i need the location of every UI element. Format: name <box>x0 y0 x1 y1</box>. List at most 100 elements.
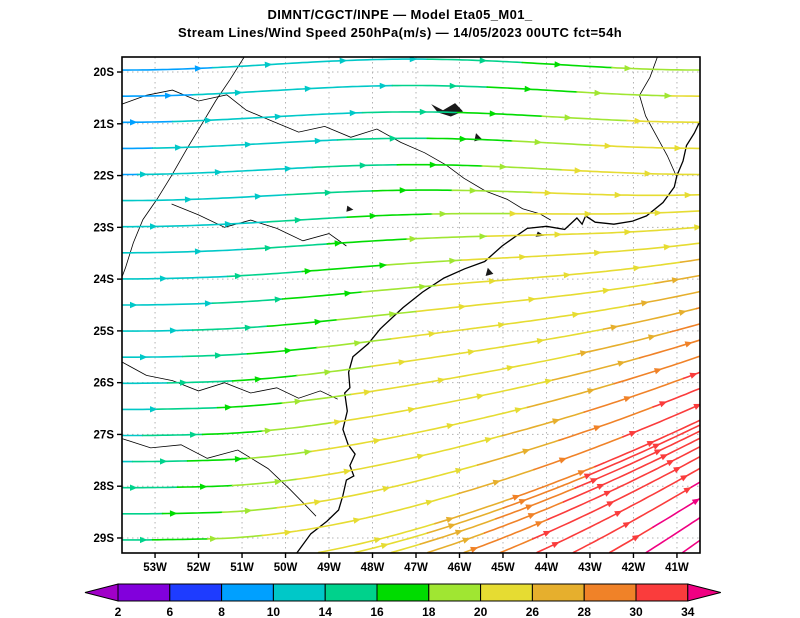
streamline <box>426 58 523 64</box>
lon-tick-label: 51W <box>230 562 254 574</box>
streamline <box>191 325 269 331</box>
lat-tick-label: 20S <box>94 67 115 79</box>
streamline <box>122 275 229 280</box>
streamline-arrowhead <box>459 135 468 143</box>
streamline <box>483 501 565 534</box>
colorbar-segment <box>635 583 689 602</box>
streamline-arrowhead <box>380 542 389 549</box>
streamline <box>586 424 700 477</box>
streamline-arrowhead <box>314 318 323 326</box>
streamline <box>336 137 429 141</box>
streamline-arrowhead <box>678 309 687 316</box>
streamline-arrowhead <box>543 530 552 537</box>
streamline-arrowhead <box>702 256 710 262</box>
streamline <box>336 310 418 321</box>
streamline-arrowhead <box>455 467 464 475</box>
streamline-arrowhead <box>130 301 138 309</box>
streamline <box>211 58 428 69</box>
streamline-arrowhead <box>462 537 471 544</box>
streamline-arrowhead <box>349 109 358 117</box>
streamline-arrowhead <box>419 108 428 116</box>
axis-labels: 20S 21S 22S 23S 24S 25S 26S 27S 28S 29S 53W 52W 51W 5… <box>94 67 689 574</box>
streamline-arrowhead <box>204 117 213 124</box>
streamline-arrowhead <box>593 425 602 432</box>
streamline-arrowhead <box>606 501 615 508</box>
streamline-arrowhead <box>324 189 333 196</box>
streamline <box>246 346 318 355</box>
streamline-arrowhead <box>140 354 148 361</box>
lat-tick-label: 26S <box>94 378 115 390</box>
streamline-arrowhead <box>234 272 243 280</box>
streamline <box>481 165 563 171</box>
streamline-arrowhead <box>437 377 446 384</box>
lat-tick-label: 24S <box>94 274 115 286</box>
streamline <box>311 406 529 453</box>
streamline-arrowhead <box>343 468 352 475</box>
streamline-arrowhead <box>603 490 612 497</box>
streamline <box>231 374 298 382</box>
streamline-arrowhead <box>194 248 203 255</box>
streamline-arrowhead <box>264 61 273 68</box>
streamline-arrowhead <box>544 189 553 196</box>
streamline-arrowhead <box>552 418 561 425</box>
streamline-arrowhead <box>339 57 348 64</box>
streamline-arrowhead <box>284 165 293 172</box>
streamline-arrowhead <box>564 114 573 121</box>
colorbar-label: 18 <box>422 605 436 618</box>
streamline-arrowhead <box>333 419 342 426</box>
state-border <box>122 438 317 517</box>
streamline <box>151 139 339 149</box>
streamline-arrowhead <box>614 191 623 199</box>
streamline-arrowhead <box>449 257 457 265</box>
streamline <box>381 259 463 267</box>
streamline-arrowhead <box>617 360 626 367</box>
streamline-arrowhead <box>488 278 497 285</box>
streamline-arrowhead <box>363 389 372 396</box>
streamline <box>706 241 716 242</box>
streamline-arrowhead <box>379 82 388 90</box>
streamline-arrowhead <box>204 300 213 307</box>
streamline-arrowhead <box>684 341 693 348</box>
streamline <box>574 430 700 489</box>
streamline <box>577 331 672 355</box>
streamline-arrowhead <box>534 138 543 146</box>
colorbar-labels: 2 6 8 10 14 16 18 20 26 28 30 34 <box>115 605 695 618</box>
streamline-arrowhead <box>224 221 233 228</box>
state-border <box>122 57 245 278</box>
streamline-arrowhead <box>304 449 312 456</box>
streamline-arrowhead <box>344 290 353 297</box>
streamline-arrowhead <box>633 265 641 272</box>
streamline <box>501 411 585 437</box>
map-frame <box>121 56 701 554</box>
lat-tick-label: 23S <box>94 222 115 234</box>
streamline-arrowhead <box>150 223 158 230</box>
colorbar-segment <box>428 583 482 602</box>
lon-tick-label: 42W <box>622 562 646 574</box>
streamline-arrowhead <box>399 187 408 194</box>
streamline-arrowhead <box>244 324 253 331</box>
streamline-arrowhead <box>416 453 425 460</box>
axis-ticks <box>117 71 678 558</box>
streamlines-layer <box>122 57 716 553</box>
streamline-arrowhead <box>624 229 632 236</box>
streamline-arrowhead <box>652 443 661 450</box>
streamline-arrowhead <box>379 262 387 269</box>
streamline-arrowhead <box>294 217 303 224</box>
streamline-arrowhead <box>683 487 692 494</box>
streamline <box>390 543 421 553</box>
streamline-arrowhead <box>572 311 580 318</box>
colorbar-label: 6 <box>166 605 173 618</box>
streamline-arrowhead <box>214 352 223 359</box>
streamline <box>499 538 534 553</box>
streamline-arrowhead <box>389 135 398 142</box>
streamline <box>266 216 349 223</box>
streamline-arrowhead <box>506 365 515 372</box>
streamline-arrowhead <box>694 224 700 231</box>
streamline-arrowhead <box>274 296 283 303</box>
streamline <box>476 439 560 466</box>
streamline-arrowhead <box>264 245 273 252</box>
colorbar-segment <box>480 583 533 602</box>
streamline-arrowhead <box>476 393 485 400</box>
lon-tick-label: 46W <box>448 562 472 574</box>
streamline <box>654 274 700 284</box>
